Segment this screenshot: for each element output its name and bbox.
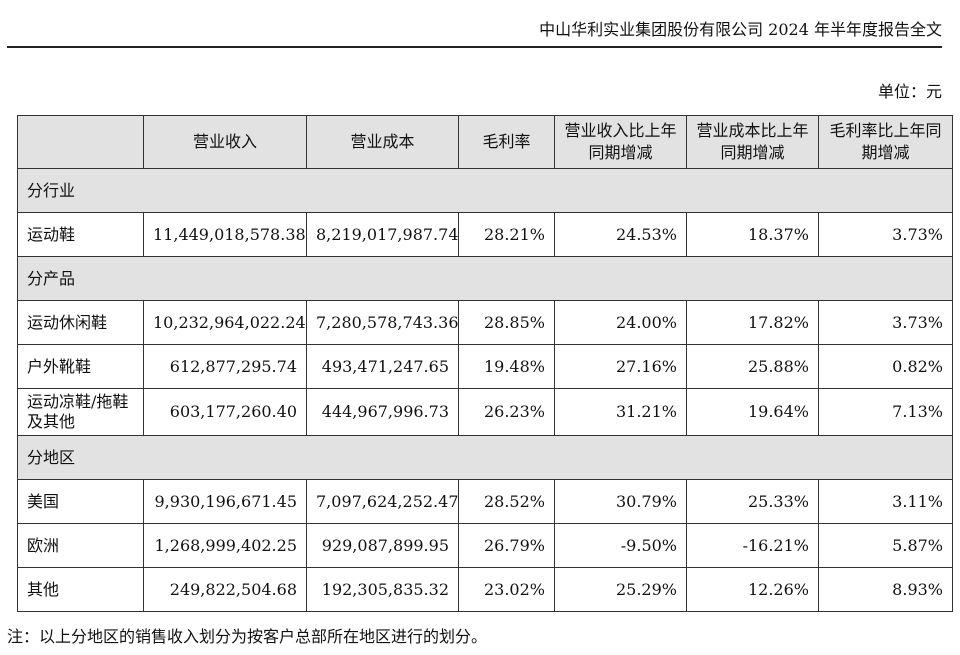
cost-cell: 929,087,899.95	[306, 523, 459, 568]
row-label: 其他	[17, 567, 144, 612]
row-label: 美国	[17, 479, 144, 524]
revenue-change-cell: 25.29%	[554, 567, 687, 612]
cost-change-cell: 25.33%	[686, 479, 819, 524]
margin-cell: 19.48%	[458, 344, 555, 389]
cost-cell: 8,219,017,987.74	[306, 212, 459, 257]
revenue-cell: 1,268,999,402.25	[143, 523, 307, 568]
revenue-cell: 603,177,260.40	[143, 388, 307, 436]
margin-cell: 23.02%	[458, 567, 555, 612]
revenue-cell: 612,877,295.74	[143, 344, 307, 389]
cost-change-cell: 25.88%	[686, 344, 819, 389]
margin-cell: 28.85%	[458, 300, 555, 345]
revenue-cell: 9,930,196,671.45	[143, 479, 307, 524]
revenue-cell: 11,449,018,578.38	[143, 212, 307, 257]
margin-cell: 26.23%	[458, 388, 555, 436]
margin-cell: 28.52%	[458, 479, 555, 524]
revenue-change-cell: 24.53%	[554, 212, 687, 257]
table-row: 运动凉鞋/拖鞋及其他 603,177,260.40 444,967,996.73…	[17, 388, 953, 436]
cost-cell: 7,097,624,252.47	[306, 479, 459, 524]
row-label: 运动凉鞋/拖鞋及其他	[17, 388, 144, 436]
margin-cell: 28.21%	[458, 212, 555, 257]
table-row: 美国 9,930,196,671.45 7,097,624,252.47 28.…	[17, 479, 953, 524]
header-divider	[7, 46, 942, 48]
column-header: 营业成本比上年同期增减	[686, 115, 819, 169]
margin-change-cell: 0.82%	[818, 344, 953, 389]
cost-change-cell: 17.82%	[686, 300, 819, 345]
column-header: 毛利率比上年同期增减	[818, 115, 953, 169]
cost-cell: 444,967,996.73	[306, 388, 459, 436]
table-row: 运动休闲鞋 10,232,964,022.24 7,280,578,743.36…	[17, 300, 953, 345]
footnote: 注：以上分地区的销售收入划分为按客户总部所在地区进行的划分。	[7, 627, 488, 646]
revenue-change-cell: 24.00%	[554, 300, 687, 345]
cost-change-cell: -16.21%	[686, 523, 819, 568]
unit-label: 单位：元	[877, 82, 942, 101]
margin-change-cell: 3.73%	[818, 212, 953, 257]
table-header-row: 营业收入 营业成本 毛利率 营业收入比上年同期增减 营业成本比上年同期增减 毛利…	[17, 115, 953, 169]
revenue-change-cell: 30.79%	[554, 479, 687, 524]
row-label: 户外靴鞋	[17, 344, 144, 389]
column-header	[17, 115, 144, 169]
margin-change-cell: 7.13%	[818, 388, 953, 436]
section-title: 分地区	[17, 435, 953, 480]
column-header: 营业收入比上年同期增减	[554, 115, 687, 169]
cost-cell: 192,305,835.32	[306, 567, 459, 612]
revenue-change-cell: 31.21%	[554, 388, 687, 436]
margin-change-cell: 8.93%	[818, 567, 953, 612]
section-row: 分地区	[17, 435, 953, 480]
cost-change-cell: 12.26%	[686, 567, 819, 612]
row-label: 欧洲	[17, 523, 144, 568]
column-header: 毛利率	[458, 115, 555, 169]
revenue-cell: 249,822,504.68	[143, 567, 307, 612]
revenue-breakdown-table: 营业收入 营业成本 毛利率 营业收入比上年同期增减 营业成本比上年同期增减 毛利…	[17, 115, 953, 612]
cost-change-cell: 18.37%	[686, 212, 819, 257]
section-row: 分产品	[17, 256, 953, 301]
revenue-cell: 10,232,964,022.24	[143, 300, 307, 345]
cost-cell: 7,280,578,743.36	[306, 300, 459, 345]
margin-cell: 26.79%	[458, 523, 555, 568]
revenue-change-cell: -9.50%	[554, 523, 687, 568]
margin-change-cell: 3.73%	[818, 300, 953, 345]
column-header: 营业收入	[143, 115, 307, 169]
table-row: 欧洲 1,268,999,402.25 929,087,899.95 26.79…	[17, 523, 953, 568]
revenue-change-cell: 27.16%	[554, 344, 687, 389]
cost-change-cell: 19.64%	[686, 388, 819, 436]
table-row: 其他 249,822,504.68 192,305,835.32 23.02% …	[17, 567, 953, 612]
section-title: 分产品	[17, 256, 953, 301]
section-title: 分行业	[17, 168, 953, 213]
report-header-title: 中山华利实业集团股份有限公司 2024 年半年度报告全文	[539, 20, 942, 39]
cost-cell: 493,471,247.65	[306, 344, 459, 389]
table-row: 运动鞋 11,449,018,578.38 8,219,017,987.74 2…	[17, 212, 953, 257]
row-label: 运动休闲鞋	[17, 300, 144, 345]
margin-change-cell: 5.87%	[818, 523, 953, 568]
table-row: 户外靴鞋 612,877,295.74 493,471,247.65 19.48…	[17, 344, 953, 389]
margin-change-cell: 3.11%	[818, 479, 953, 524]
section-row: 分行业	[17, 168, 953, 213]
column-header: 营业成本	[306, 115, 459, 169]
row-label: 运动鞋	[17, 212, 144, 257]
